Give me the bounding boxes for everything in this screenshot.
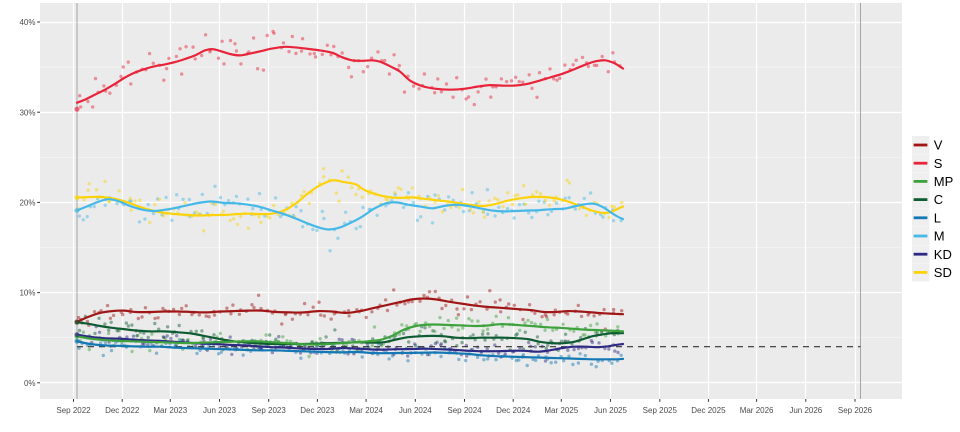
- svg-text:SD: SD: [934, 265, 952, 280]
- svg-text:Jun 2026: Jun 2026: [789, 406, 822, 415]
- svg-text:Sep 2022: Sep 2022: [56, 406, 91, 415]
- svg-text:0%: 0%: [24, 379, 36, 388]
- svg-text:Dec 2024: Dec 2024: [496, 406, 531, 415]
- svg-text:S: S: [934, 156, 943, 171]
- svg-text:Sep 2024: Sep 2024: [447, 406, 482, 415]
- svg-text:Sep 2023: Sep 2023: [252, 406, 287, 415]
- svg-text:M: M: [934, 229, 945, 244]
- svg-text:Sep 2025: Sep 2025: [643, 406, 678, 415]
- svg-text:10%: 10%: [19, 289, 35, 298]
- svg-text:Sep 2026: Sep 2026: [838, 406, 873, 415]
- svg-text:MP: MP: [934, 174, 954, 189]
- svg-text:C: C: [934, 192, 943, 207]
- svg-text:Jun 2023: Jun 2023: [203, 406, 236, 415]
- svg-text:L: L: [934, 210, 941, 225]
- svg-text:Mar 2025: Mar 2025: [544, 406, 578, 415]
- svg-text:Mar 2026: Mar 2026: [740, 406, 774, 415]
- svg-text:Jun 2024: Jun 2024: [399, 406, 432, 415]
- svg-text:KD: KD: [934, 247, 952, 262]
- svg-text:Mar 2023: Mar 2023: [153, 406, 187, 415]
- svg-text:V: V: [934, 138, 943, 153]
- svg-text:Dec 2023: Dec 2023: [300, 406, 335, 415]
- svg-text:20%: 20%: [19, 199, 35, 208]
- svg-text:Jun 2025: Jun 2025: [594, 406, 627, 415]
- svg-text:Mar 2024: Mar 2024: [349, 406, 383, 415]
- svg-text:Dec 2025: Dec 2025: [691, 406, 726, 415]
- svg-text:Dec 2022: Dec 2022: [105, 406, 140, 415]
- svg-text:40%: 40%: [19, 18, 35, 27]
- svg-text:30%: 30%: [19, 108, 35, 117]
